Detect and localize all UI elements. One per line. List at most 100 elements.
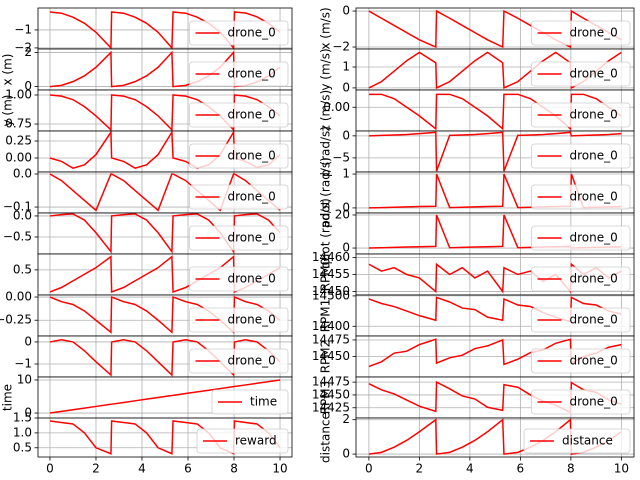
legend-label: drone_0 xyxy=(228,190,276,204)
y-tick-label: −0.25 xyxy=(0,313,32,327)
y-tick-label: 14400 xyxy=(312,319,350,333)
y-axis-label: RPM1 xyxy=(319,299,333,333)
y-tick-label: 0 xyxy=(342,241,350,255)
legend-box xyxy=(189,20,289,46)
y-tick-label: 0 xyxy=(342,447,350,461)
legend-box xyxy=(531,20,631,46)
x-tick-label: 2 xyxy=(92,462,100,476)
y-tick-label: 0 xyxy=(342,80,350,94)
legend-label: drone_0 xyxy=(570,26,618,40)
y-tick-label: −1 xyxy=(14,356,32,370)
legend-box xyxy=(531,143,631,169)
y-axis-label: RPM0 xyxy=(319,258,333,292)
data-line xyxy=(49,338,281,377)
legend-box xyxy=(531,102,631,128)
legend-label: drone_0 xyxy=(570,108,618,122)
y-axis-label: y (m/s) xyxy=(319,48,333,90)
y-tick-label: −0.5 xyxy=(3,229,32,243)
y-tick-label: 20 xyxy=(335,207,350,221)
y-tick-label: 1 xyxy=(342,59,350,73)
y-axis-label: RPM2 xyxy=(319,340,333,374)
y-axis-label: distance xyxy=(319,412,333,463)
legend-label: drone_0 xyxy=(228,108,276,122)
axes-frame xyxy=(37,417,293,458)
legend-label: reward xyxy=(235,434,277,448)
data-line xyxy=(49,213,281,254)
legend-label: drone_0 xyxy=(228,354,276,368)
x-tick-label: 2 xyxy=(416,462,424,476)
legend-box xyxy=(189,225,289,251)
y-tick-label: 0.75 xyxy=(5,117,32,131)
legend-label: drone_0 xyxy=(570,313,618,327)
y-tick-label: −1 xyxy=(14,22,32,36)
y-tick-label: 14475 xyxy=(312,375,350,389)
data-line xyxy=(368,296,622,323)
legend-label: drone_0 xyxy=(570,190,618,204)
data-line xyxy=(368,93,622,131)
y-axis-label: y (m) xyxy=(1,95,15,127)
legend-box xyxy=(189,266,289,292)
legend-box xyxy=(189,307,289,333)
legend-label: time xyxy=(250,395,277,409)
legend-box xyxy=(189,143,289,169)
y-tick-label: 2 xyxy=(24,45,32,59)
legend-box xyxy=(531,266,631,292)
y-tick-label: 0.0 xyxy=(13,208,32,222)
y-tick-label: 0 xyxy=(24,79,32,93)
data-line xyxy=(368,418,622,455)
data-line xyxy=(49,173,281,212)
data-line xyxy=(368,380,622,414)
legend-box xyxy=(189,102,289,128)
y-tick-label: 0.0 xyxy=(13,166,32,180)
legend-label: drone_0 xyxy=(570,149,618,163)
x-tick-label: 8 xyxy=(567,462,575,476)
x-tick-label: 0 xyxy=(365,462,373,476)
legend-label: drone_0 xyxy=(228,313,276,327)
y-tick-label: 0.00 xyxy=(5,150,32,164)
y-tick-label: 14450 xyxy=(312,387,350,401)
y-tick-label: 1.5 xyxy=(13,411,32,425)
legend-box xyxy=(196,428,289,454)
y-tick-label: 14475 xyxy=(312,332,350,346)
y-tick-label: 0.00 xyxy=(5,290,32,304)
legend-label: drone_0 xyxy=(570,395,618,409)
y-tick-label: 14450 xyxy=(312,284,350,298)
legend-box xyxy=(189,348,289,374)
x-tick-label: 4 xyxy=(138,462,146,476)
y-tick-label: 0 xyxy=(342,200,350,214)
x-tick-label: 6 xyxy=(517,462,525,476)
data-line xyxy=(368,9,622,49)
x-tick-label: 0 xyxy=(46,462,54,476)
legend-box xyxy=(189,184,289,210)
y-tick-label: −2 xyxy=(14,40,32,54)
y-axis-label: z (m/s) xyxy=(319,90,333,131)
y-tick-label: 1.00 xyxy=(5,87,32,101)
data-line xyxy=(368,131,622,172)
data-line xyxy=(49,420,281,455)
legend-label: drone_0 xyxy=(570,354,618,368)
y-tick-label: 1 xyxy=(342,167,350,181)
data-line xyxy=(49,94,281,131)
y-tick-label: 14425 xyxy=(312,400,350,414)
legend-box xyxy=(531,225,631,251)
x-tick-label: 8 xyxy=(230,462,238,476)
data-line xyxy=(49,11,281,49)
y-tick-label: 10 xyxy=(17,372,32,386)
y-tick-label: 14455 xyxy=(312,267,350,281)
y-tick-label: −0.1 xyxy=(3,200,32,214)
legend-label: drone_0 xyxy=(570,272,618,286)
y-tick-label: 0 xyxy=(24,406,32,420)
data-line xyxy=(49,379,281,414)
legend-label: drone_0 xyxy=(228,231,276,245)
y-axis-label: pdot (rad/s) xyxy=(319,157,333,228)
y-axis-label: p (rad/s) xyxy=(319,126,333,177)
y-axis-label: x (m/s) xyxy=(319,7,333,49)
y-tick-label: 0.5 xyxy=(13,440,32,454)
legend-box xyxy=(523,428,631,454)
legend-box xyxy=(531,389,631,415)
x-tick-label: 4 xyxy=(466,462,474,476)
y-tick-label: 0.25 xyxy=(5,133,32,147)
legend-box xyxy=(531,61,631,87)
x-tick-label: 10 xyxy=(272,462,287,476)
